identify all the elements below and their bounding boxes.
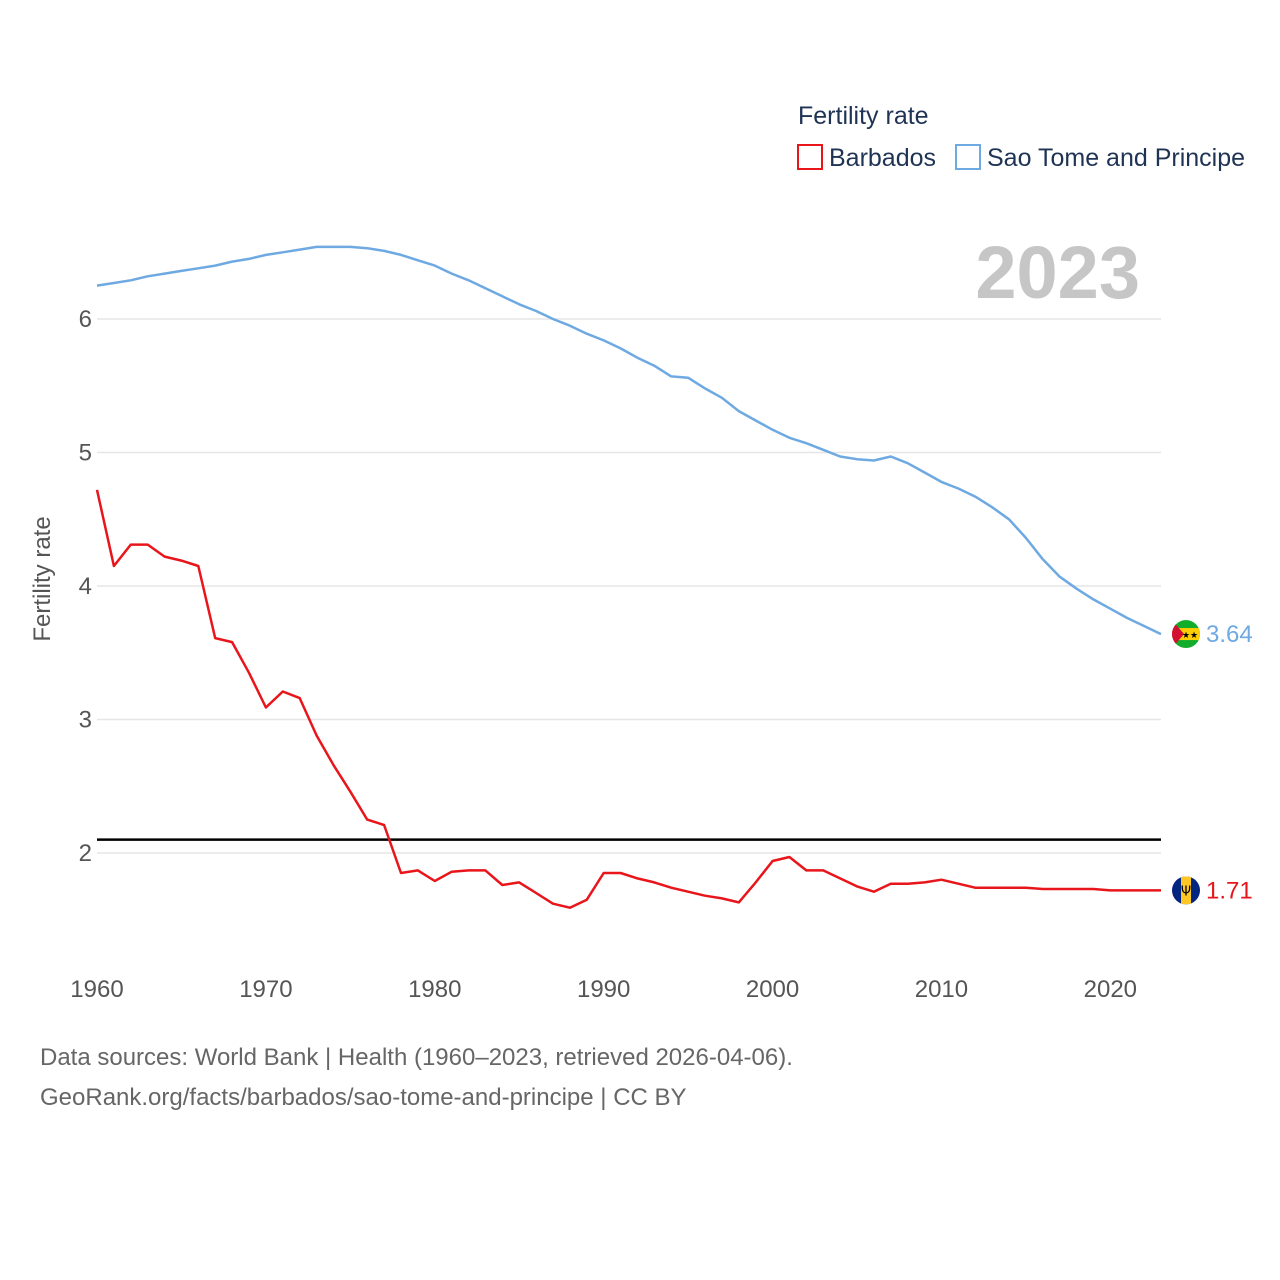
legend-title: Fertility rate: [798, 102, 929, 130]
footer-url[interactable]: GeoRank.org/facts/barbados/sao-tome-and-…: [40, 1084, 687, 1111]
series-lines: [95, 245, 1162, 909]
y-tick-label: 3: [79, 707, 92, 734]
x-tick-label: 2000: [746, 976, 799, 1003]
x-tick-label: 1980: [408, 976, 461, 1003]
x-tick-label: 2020: [1084, 976, 1137, 1003]
barbados-flag-icon: Ψ: [1172, 876, 1200, 905]
series-line-sao-tome-and-principe[interactable]: [96, 245, 1162, 636]
svg-text:Ψ: Ψ: [1181, 884, 1191, 899]
legend-swatch-barbados[interactable]: [797, 144, 823, 170]
sao-tome-end-value: 3.64: [1206, 621, 1253, 648]
legend-swatch-sao-tome[interactable]: [955, 144, 981, 170]
x-tick-label: 2010: [915, 976, 968, 1003]
y-axis-title: Fertility rate: [29, 516, 56, 641]
sao-tome-and-principe-flag-icon: ★★: [1172, 620, 1200, 649]
footer-sources: Data sources: World Bank | Health (1960–…: [40, 1044, 793, 1071]
axis-ticks: 2 3 4 5 6 1960 1970 1980 1990 2000 2010 2020: [70, 306, 1137, 1003]
svg-text:★★: ★★: [1182, 631, 1198, 641]
legend-label-barbados[interactable]: Barbados: [829, 144, 936, 172]
legend-label-sao-tome[interactable]: Sao Tome and Principe: [987, 144, 1245, 172]
y-tick-label: 5: [79, 440, 92, 467]
x-tick-label: 1970: [239, 976, 292, 1003]
series-line-barbados[interactable]: [95, 489, 1161, 909]
y-tick-label: 2: [79, 840, 92, 867]
y-tick-label: 6: [79, 306, 92, 333]
y-tick-label: 4: [79, 573, 92, 600]
year-label: 2023: [975, 231, 1140, 314]
grid-lines: [97, 318, 1161, 854]
x-tick-label: 1990: [577, 976, 630, 1003]
legend: Fertility rate Barbados Sao Tome and Pri…: [797, 102, 1245, 172]
barbados-end-value: 1.71: [1206, 877, 1253, 904]
x-tick-label: 1960: [70, 976, 123, 1003]
